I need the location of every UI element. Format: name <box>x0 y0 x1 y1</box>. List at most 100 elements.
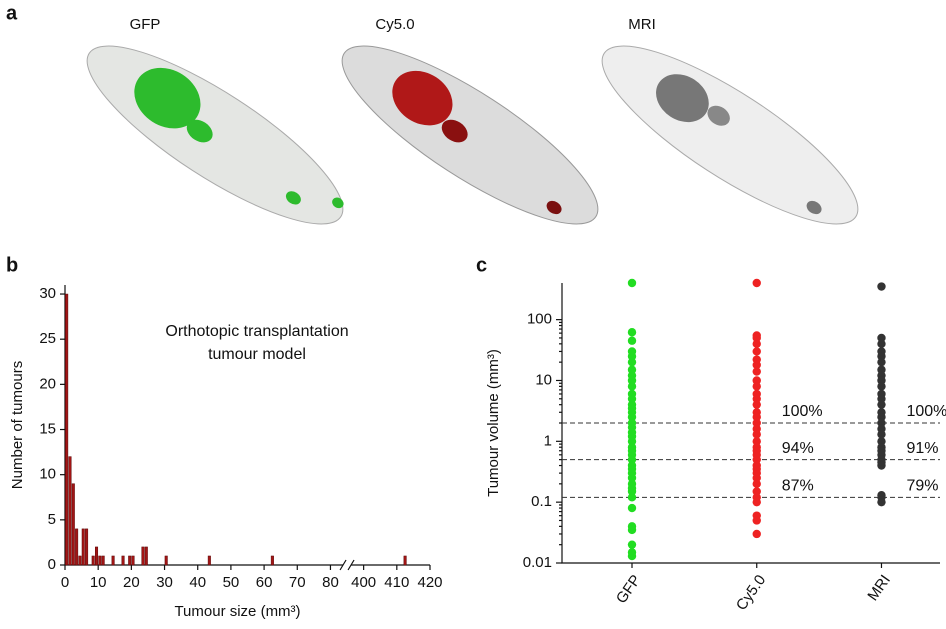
mouse-mri <box>601 45 859 225</box>
y-tick-label: 100 <box>527 311 552 328</box>
bar <box>207 555 211 566</box>
x-tick-label: 30 <box>156 574 173 591</box>
bar <box>75 528 79 566</box>
bar <box>131 555 135 566</box>
point <box>627 365 637 374</box>
y-tick-label: 10 <box>535 371 552 388</box>
bar <box>85 528 89 566</box>
y-tick-label: 10 <box>39 466 56 483</box>
point <box>877 437 886 446</box>
panel-label: a <box>6 2 18 24</box>
bar <box>71 483 75 566</box>
x-tick-label: 420 <box>417 574 442 591</box>
x-tick-label: Cy5.0 <box>733 572 769 614</box>
point <box>627 525 637 535</box>
point <box>752 473 761 483</box>
y-tick-label: 15 <box>39 420 56 437</box>
point <box>752 497 761 507</box>
panel-label: c <box>476 254 487 276</box>
x-tick-label: 70 <box>289 574 306 591</box>
bar <box>164 555 168 566</box>
annotation: tumour model <box>208 346 306 363</box>
point <box>877 339 886 349</box>
point <box>627 336 637 345</box>
point <box>627 394 637 403</box>
point <box>877 357 886 367</box>
point <box>877 497 886 507</box>
image-title: Cy5.0 <box>375 16 414 33</box>
point <box>627 382 637 391</box>
reference-label: 79% <box>906 478 938 495</box>
point <box>752 400 761 409</box>
point <box>627 328 637 337</box>
mouse-cy5 <box>341 45 599 225</box>
point <box>752 437 761 446</box>
y-tick-label: 20 <box>39 375 56 392</box>
point <box>627 473 637 483</box>
bar <box>65 293 69 566</box>
x-tick-label: MRI <box>864 572 894 604</box>
y-tick-label: 25 <box>39 330 56 347</box>
point <box>627 352 637 361</box>
bar <box>144 546 148 566</box>
axis-break <box>339 559 355 571</box>
point <box>752 347 761 356</box>
point <box>627 551 637 561</box>
point <box>752 360 761 370</box>
point <box>877 430 886 439</box>
y-tick-label: 0 <box>48 556 56 573</box>
point <box>627 376 637 385</box>
y-axis-label: Tumour volume (mm³) <box>485 349 502 497</box>
x-axis-label: Tumour size (mm³) <box>174 603 300 620</box>
point <box>877 394 886 403</box>
x-tick-label: 60 <box>256 574 273 591</box>
point <box>877 418 886 428</box>
point <box>752 455 761 464</box>
x-tick-label: 10 <box>90 574 107 591</box>
mouse-gfp <box>86 45 344 225</box>
y-tick-label: 30 <box>39 285 56 302</box>
y-tick-label: 0.01 <box>523 554 552 571</box>
bar <box>270 555 274 566</box>
point <box>752 516 761 525</box>
point <box>877 400 886 409</box>
reference-label: 94% <box>782 440 814 457</box>
point <box>627 455 637 464</box>
point <box>752 529 761 539</box>
point <box>752 412 761 422</box>
point <box>752 479 761 489</box>
point <box>752 278 761 288</box>
bar <box>141 546 145 566</box>
x-tick-label: 80 <box>322 574 339 591</box>
x-tick-label: 0 <box>61 574 69 591</box>
point <box>752 339 761 349</box>
reference-label: 100% <box>782 403 823 420</box>
point <box>752 487 761 496</box>
y-tick-label: 5 <box>48 511 56 528</box>
point <box>752 376 761 385</box>
bar <box>68 456 72 566</box>
x-tick-label: GFP <box>613 572 645 607</box>
point <box>877 333 886 343</box>
image-title: MRI <box>628 16 656 33</box>
point <box>627 503 637 513</box>
reference-label: 100% <box>906 403 946 420</box>
point <box>627 412 637 422</box>
x-tick-label: 410 <box>384 574 409 591</box>
bar <box>128 555 132 566</box>
x-tick-label: 400 <box>351 574 376 591</box>
point <box>877 412 886 422</box>
bar <box>403 555 407 566</box>
x-tick-label: 40 <box>189 574 206 591</box>
annotation: Orthotopic transplantation <box>165 323 348 340</box>
x-tick-label: 20 <box>123 574 140 591</box>
bar <box>111 555 115 566</box>
point <box>752 394 761 403</box>
point <box>877 382 886 391</box>
point <box>627 493 637 502</box>
point <box>752 333 761 343</box>
point <box>752 430 761 439</box>
point <box>877 282 886 291</box>
mouse-images <box>86 45 859 225</box>
